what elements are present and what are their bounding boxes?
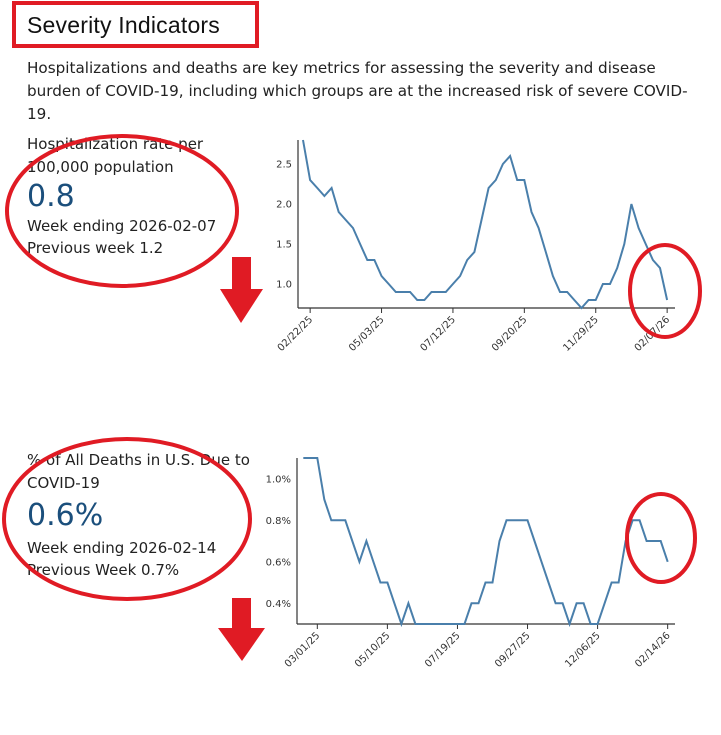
deaths-metric: % of All Deaths in U.S. Due to COVID-19 … [27, 449, 257, 581]
x-tick-label: 02/22/25 [276, 314, 316, 354]
metric-previous: Previous Week 0.7% [27, 561, 180, 579]
highlight-ellipse [5, 134, 239, 288]
series-line [303, 457, 669, 628]
y-tick-label: 1.5 [276, 240, 292, 251]
metric-week: Week ending 2026-02-07 [27, 217, 217, 235]
arrow-down-icon [220, 257, 263, 323]
metric-previous: Previous week 1.2 [27, 239, 164, 257]
annotations [2, 1, 702, 601]
series-line [302, 139, 669, 310]
x-tick-label: 05/03/25 [347, 314, 387, 354]
y-tick-label: 2.5 [276, 160, 292, 171]
hospitalization-chart: 1.0 1.5 2.0 2.5 02/22/25 05/03/25 07/12/25 09/2… [276, 139, 675, 354]
section-title: Severity Indicators [27, 12, 220, 38]
hospitalization-metric: Hospitalization rate per 100,000 populat… [27, 133, 257, 259]
y-tick-label: 0.8% [266, 516, 291, 527]
highlight-ellipse [625, 492, 697, 584]
y-tick-label: 0.6% [266, 557, 291, 568]
y-tick-label: 1.0% [266, 474, 291, 485]
x-tick-label: 07/12/25 [419, 314, 459, 354]
x-tick-label: 02/14/26 [633, 630, 673, 670]
deaths-chart: 0.4% 0.6% 0.8% 1.0% 03/01/25 05/10/25 07/19/25… [266, 457, 675, 670]
highlight-ellipse [628, 243, 702, 339]
metric-value: 0.6% [27, 498, 104, 533]
y-tick-label: 1.0 [276, 280, 292, 291]
y-tick-label: 0.4% [266, 599, 291, 610]
arrow-down-icon [218, 598, 265, 661]
x-tick-label: 09/20/25 [490, 314, 530, 354]
x-tick-label: 09/27/25 [493, 630, 533, 670]
section-description: Hospitalizations and deaths are key metr… [27, 59, 688, 123]
metric-value: 0.8 [27, 179, 75, 214]
x-tick-label: 05/10/25 [353, 630, 393, 670]
x-tick-label: 11/29/25 [561, 314, 601, 354]
metric-week: Week ending 2026-02-14 [27, 539, 217, 557]
x-tick-label: 03/01/25 [283, 630, 323, 670]
y-tick-label: 2.0 [276, 200, 292, 211]
metric-label: % of All Deaths in U.S. Due to COVID-19 [27, 451, 250, 492]
x-tick-label: 12/06/25 [563, 630, 603, 670]
title-highlight-box [12, 1, 259, 48]
x-tick-label: 07/19/25 [423, 630, 463, 670]
highlight-ellipse [2, 437, 252, 601]
